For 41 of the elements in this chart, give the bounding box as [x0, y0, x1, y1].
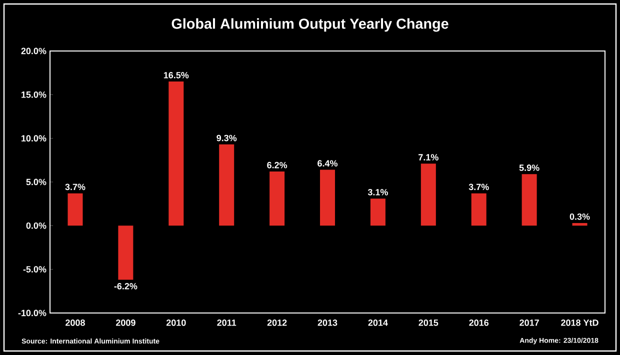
y-tick-label: 10.0%	[22, 135, 46, 142]
x-tick-label: 2013	[318, 320, 338, 326]
data-label: 5.9%	[519, 164, 540, 171]
y-tick-label: 15.0%	[22, 91, 46, 98]
data-label: 7.1%	[418, 154, 438, 160]
bar	[370, 198, 386, 226]
data-label: 3.7%	[468, 184, 489, 190]
x-tick-label: 2011	[217, 320, 236, 326]
x-tick-label: 2017	[520, 320, 539, 326]
y-tick-label: -5.0%	[23, 266, 46, 273]
data-label: 0.3%	[570, 213, 590, 220]
data-label: 3.1%	[368, 188, 388, 196]
x-tick-label: 2009	[116, 320, 136, 326]
bar	[471, 193, 486, 226]
bar	[420, 164, 436, 226]
data-label: 6.4%	[318, 160, 338, 167]
data-label: 3.7%	[65, 184, 86, 190]
bar	[572, 223, 588, 226]
x-tick-label: 2008	[66, 320, 85, 326]
y-tick-label: 5.0%	[26, 178, 46, 186]
x-tick-label: 2015	[418, 320, 438, 326]
y-tick-label: 0.0%	[26, 222, 46, 229]
y-tick-label: -10.0%	[18, 310, 46, 316]
x-tick-label: 2016	[469, 320, 489, 326]
x-tick-label: 2012	[267, 320, 287, 326]
bar	[522, 174, 537, 226]
x-tick-label: 2018 YtD	[561, 320, 598, 326]
x-tick-label: 2010	[166, 320, 186, 326]
data-label: -6.2%	[114, 282, 138, 290]
bar	[168, 82, 184, 226]
bar	[118, 226, 134, 280]
bar	[270, 172, 285, 226]
bar	[320, 170, 336, 226]
bar	[219, 144, 234, 226]
data-label: 16.5%	[164, 72, 189, 78]
chart-title: Global Aluminium Output Yearly Change	[172, 18, 448, 32]
x-tick-label: 2014	[368, 320, 388, 326]
data-label: 6.2%	[267, 162, 288, 168]
bar	[68, 193, 83, 226]
data-label: 9.3%	[216, 134, 237, 142]
y-tick-label: 20.0%	[21, 48, 46, 54]
